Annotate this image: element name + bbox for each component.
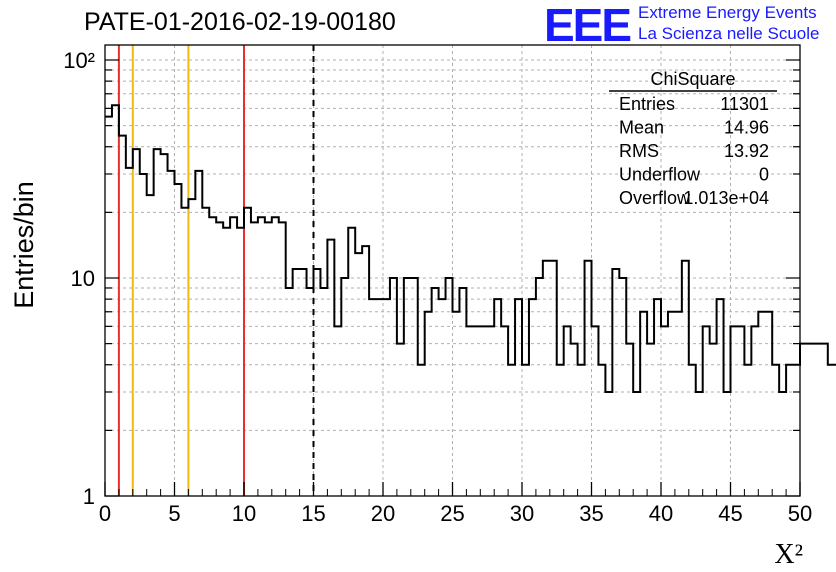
stats-value: 14.96 <box>724 118 769 138</box>
x-tick-label: 40 <box>649 501 673 526</box>
axes: 0 5 10 15 20 25 30 35 40 45 50 1 10 10² <box>63 48 812 526</box>
stats-box: ChiSquare Entries 11301 Mean 14.96 RMS 13.92 U… <box>609 69 777 208</box>
y-tick-label: 1 <box>83 484 95 509</box>
stats-label: Mean <box>619 118 664 138</box>
x-tick-label: 50 <box>788 501 812 526</box>
stats-label: Underflow <box>619 165 701 185</box>
x-axis-label: X² <box>774 539 803 570</box>
x-tick-label: 5 <box>168 501 180 526</box>
logo-caption-line1: Extreme Energy Events <box>638 3 817 22</box>
stats-label: Overflow <box>619 188 691 208</box>
x-tick-label: 20 <box>371 501 395 526</box>
stats-value: 13.92 <box>724 141 769 161</box>
grid-layer <box>105 45 800 496</box>
reference-lines <box>117 45 315 496</box>
run-title: PATE-01-2016-02-19-00180 <box>84 8 396 36</box>
stats-label: RMS <box>619 141 659 161</box>
stats-value: 0 <box>759 165 769 185</box>
y-axis-label: Entries/bin <box>9 181 39 309</box>
histogram-series <box>105 104 836 393</box>
logo-caption-line2: La Scienza nelle Scuole <box>638 24 820 43</box>
stats-value: 11301 <box>720 94 769 114</box>
stats-value: 1.013e+04 <box>683 188 769 208</box>
y-tick-label: 10² <box>63 48 95 73</box>
axis-labels: Entries/bin X² <box>9 181 803 570</box>
y-tick-label: 10 <box>71 266 95 291</box>
x-tick-label: 15 <box>301 501 325 526</box>
x-tick-label: 45 <box>718 501 742 526</box>
x-tick-label: 35 <box>579 501 603 526</box>
x-tick-label: 30 <box>510 501 534 526</box>
eee-logo: EEE <box>544 0 632 51</box>
x-tick-label: 25 <box>440 501 464 526</box>
stats-label: Entries <box>619 94 675 114</box>
stats-title: ChiSquare <box>650 69 735 89</box>
x-tick-label: 10 <box>232 501 256 526</box>
x-tick-label: 0 <box>99 501 111 526</box>
